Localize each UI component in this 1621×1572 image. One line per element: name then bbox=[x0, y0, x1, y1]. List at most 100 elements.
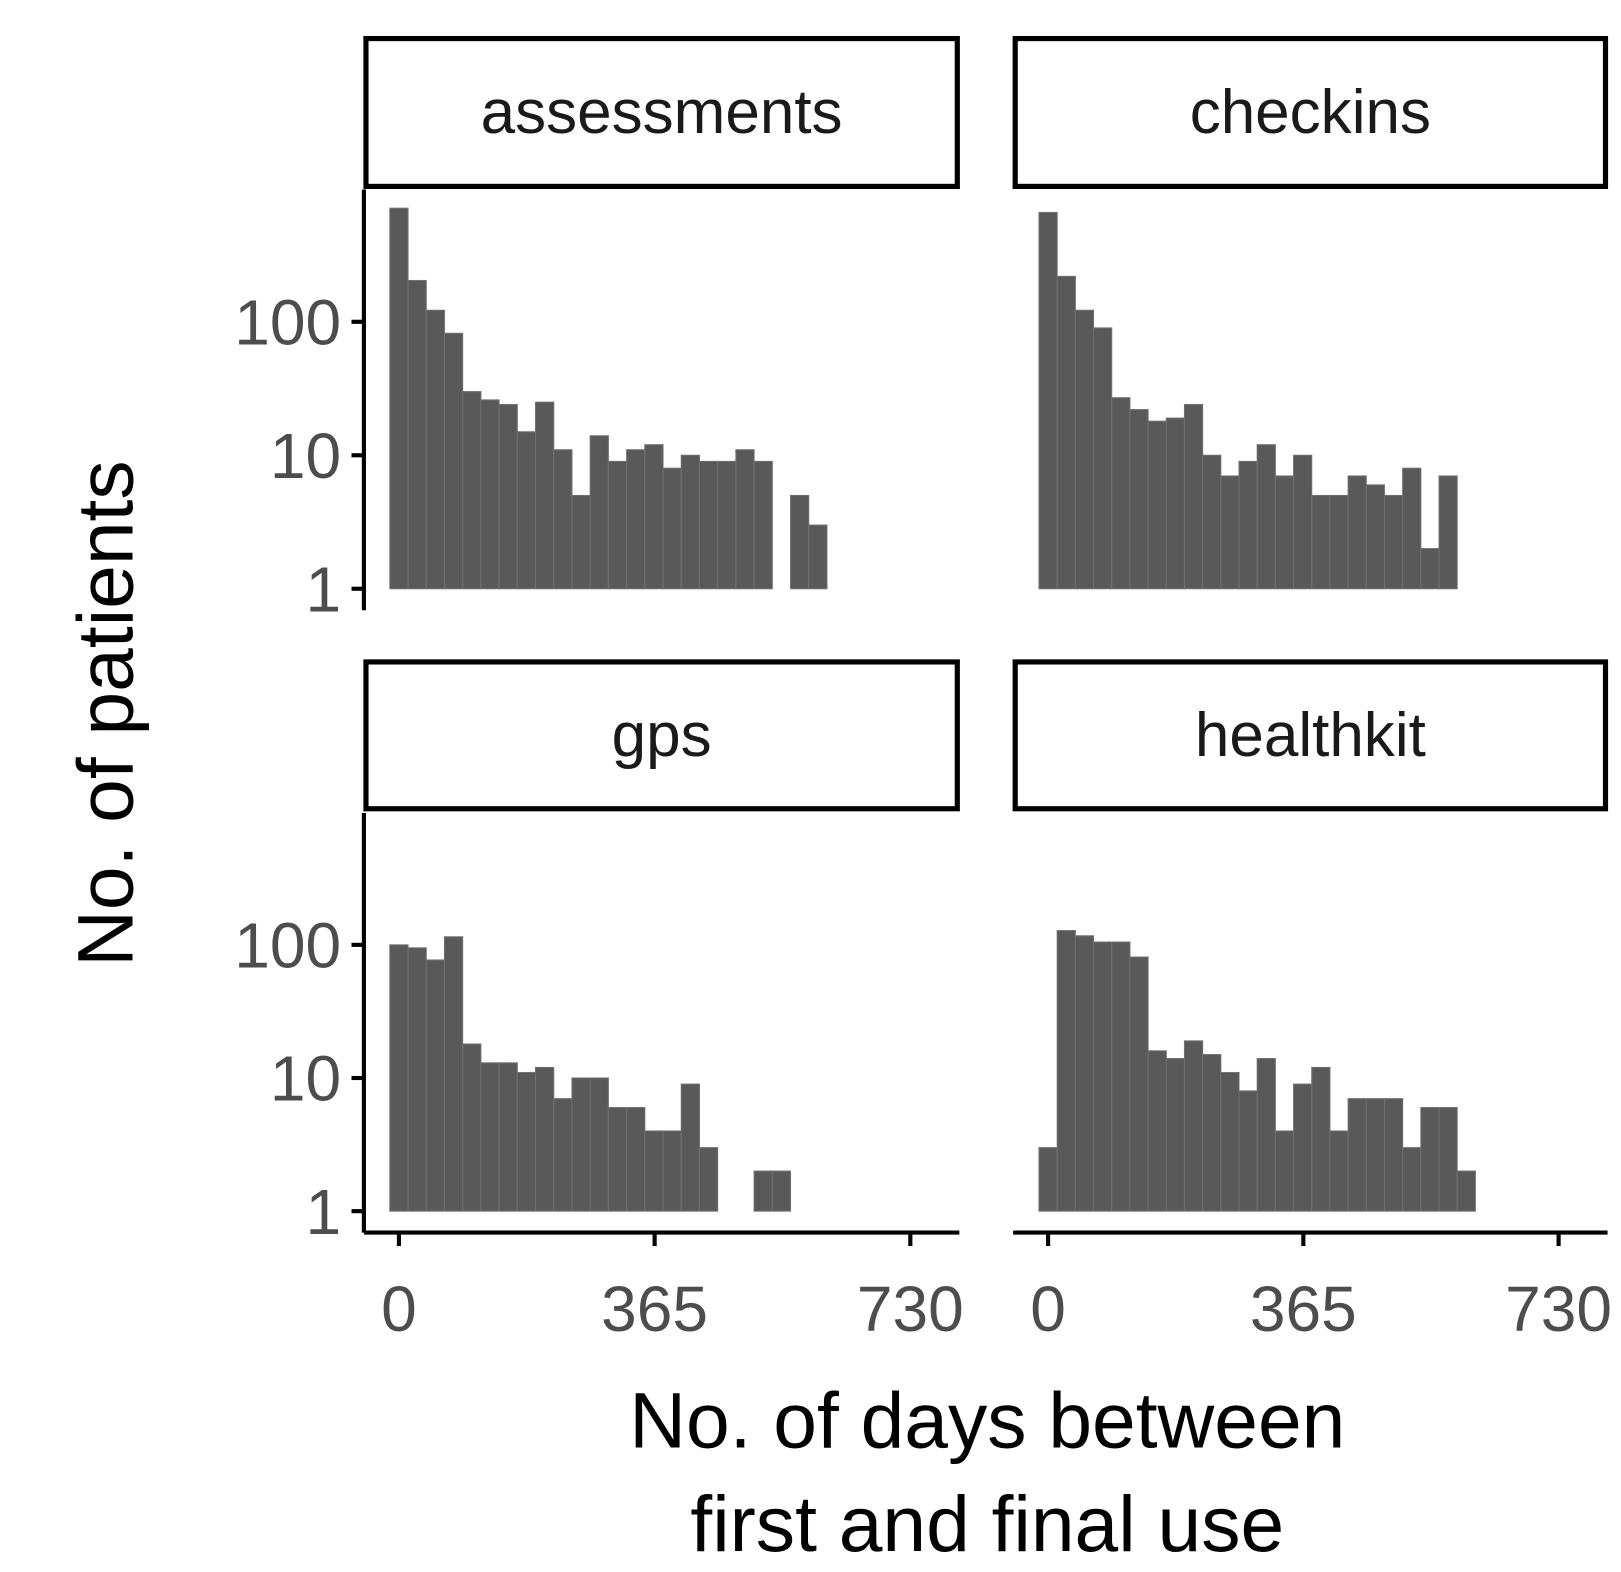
bar bbox=[1147, 420, 1167, 590]
bar bbox=[1438, 475, 1458, 590]
bar bbox=[462, 1043, 482, 1212]
bar bbox=[753, 460, 773, 590]
bar bbox=[1274, 475, 1295, 590]
bar bbox=[1038, 1147, 1058, 1212]
bar bbox=[516, 431, 537, 590]
bar bbox=[443, 936, 464, 1212]
bar bbox=[698, 460, 719, 590]
bar bbox=[644, 444, 664, 590]
bar bbox=[389, 944, 409, 1212]
bar bbox=[662, 1130, 682, 1212]
x-tick-label: 730 bbox=[1505, 1273, 1612, 1345]
bar bbox=[1183, 404, 1204, 590]
x-tick-label: 0 bbox=[381, 1273, 417, 1345]
bar bbox=[443, 332, 464, 590]
bar bbox=[535, 1066, 555, 1212]
bar bbox=[1256, 1058, 1276, 1212]
bar bbox=[1383, 1098, 1404, 1212]
bar bbox=[1129, 409, 1149, 590]
bar bbox=[607, 1107, 628, 1212]
bar bbox=[644, 1130, 664, 1212]
bar bbox=[1038, 211, 1058, 590]
facet-title: gps bbox=[612, 701, 712, 770]
x-tick-label: 0 bbox=[1030, 1273, 1066, 1345]
bar bbox=[771, 1170, 792, 1212]
bar bbox=[1220, 1071, 1240, 1212]
bar bbox=[589, 1077, 609, 1212]
bar bbox=[808, 524, 828, 590]
bar bbox=[680, 1083, 700, 1212]
facet-strip bbox=[363, 659, 960, 812]
y-tick-label: 1 bbox=[306, 553, 342, 625]
bar bbox=[1420, 1107, 1440, 1212]
bar bbox=[480, 1062, 500, 1212]
bar bbox=[1402, 1147, 1422, 1212]
bar bbox=[1329, 494, 1349, 590]
bar bbox=[1311, 1066, 1331, 1212]
y-tick-label: 10 bbox=[270, 420, 341, 492]
bar bbox=[1165, 417, 1185, 590]
bar bbox=[1420, 548, 1440, 590]
bar bbox=[1093, 941, 1113, 1212]
bar bbox=[1365, 484, 1385, 590]
bar bbox=[480, 399, 500, 590]
bar bbox=[1074, 935, 1095, 1212]
bar bbox=[1111, 941, 1131, 1212]
bar bbox=[553, 449, 573, 590]
bar bbox=[498, 404, 518, 590]
bar bbox=[1220, 475, 1240, 590]
bar bbox=[1093, 327, 1113, 590]
bar bbox=[425, 959, 445, 1212]
bar bbox=[1347, 1098, 1367, 1212]
y-tick-label: 100 bbox=[234, 910, 341, 982]
bar bbox=[1238, 460, 1258, 590]
y-tick-label: 10 bbox=[270, 1043, 341, 1115]
bar bbox=[790, 494, 810, 590]
bar bbox=[1274, 1130, 1295, 1212]
bar bbox=[1147, 1050, 1167, 1212]
y-tick-label: 1 bbox=[306, 1176, 342, 1248]
facet-title: healthkit bbox=[1195, 701, 1426, 770]
bar bbox=[607, 460, 628, 590]
bar bbox=[407, 947, 427, 1212]
bar bbox=[1165, 1058, 1185, 1212]
facet-strip bbox=[1012, 659, 1609, 812]
facet-title: checkins bbox=[1190, 78, 1431, 147]
bar bbox=[1202, 1054, 1222, 1212]
bar bbox=[1056, 275, 1076, 590]
bar bbox=[571, 494, 591, 590]
y-tick-label: 100 bbox=[234, 287, 341, 359]
bar bbox=[698, 1147, 719, 1212]
x-tick-label: 365 bbox=[1250, 1273, 1357, 1345]
x-tick-label: 730 bbox=[857, 1273, 964, 1345]
bar bbox=[407, 279, 427, 590]
bar bbox=[1256, 444, 1276, 590]
bar bbox=[462, 391, 482, 590]
bar bbox=[1183, 1040, 1204, 1212]
facet-strip bbox=[1012, 35, 1609, 189]
bar bbox=[1238, 1090, 1258, 1212]
bar bbox=[1402, 467, 1422, 590]
y-axis-title: No. of patients bbox=[61, 460, 149, 966]
bar bbox=[589, 435, 609, 590]
bar bbox=[626, 449, 646, 590]
bar bbox=[389, 207, 409, 590]
bar bbox=[717, 460, 737, 590]
facet-strip bbox=[363, 35, 960, 189]
bar bbox=[516, 1071, 537, 1212]
bar bbox=[1202, 454, 1222, 590]
bar bbox=[753, 1170, 773, 1212]
bar bbox=[1293, 1083, 1313, 1212]
bar bbox=[1456, 1170, 1476, 1212]
bar bbox=[1056, 930, 1076, 1212]
bar bbox=[1293, 454, 1313, 590]
bar bbox=[662, 467, 682, 590]
bar bbox=[1074, 309, 1095, 590]
bar bbox=[553, 1098, 573, 1212]
bar bbox=[680, 454, 700, 590]
bar bbox=[1365, 1098, 1385, 1212]
bar bbox=[1438, 1107, 1458, 1212]
facet-title: assessments bbox=[481, 78, 843, 147]
bar bbox=[1383, 494, 1404, 590]
